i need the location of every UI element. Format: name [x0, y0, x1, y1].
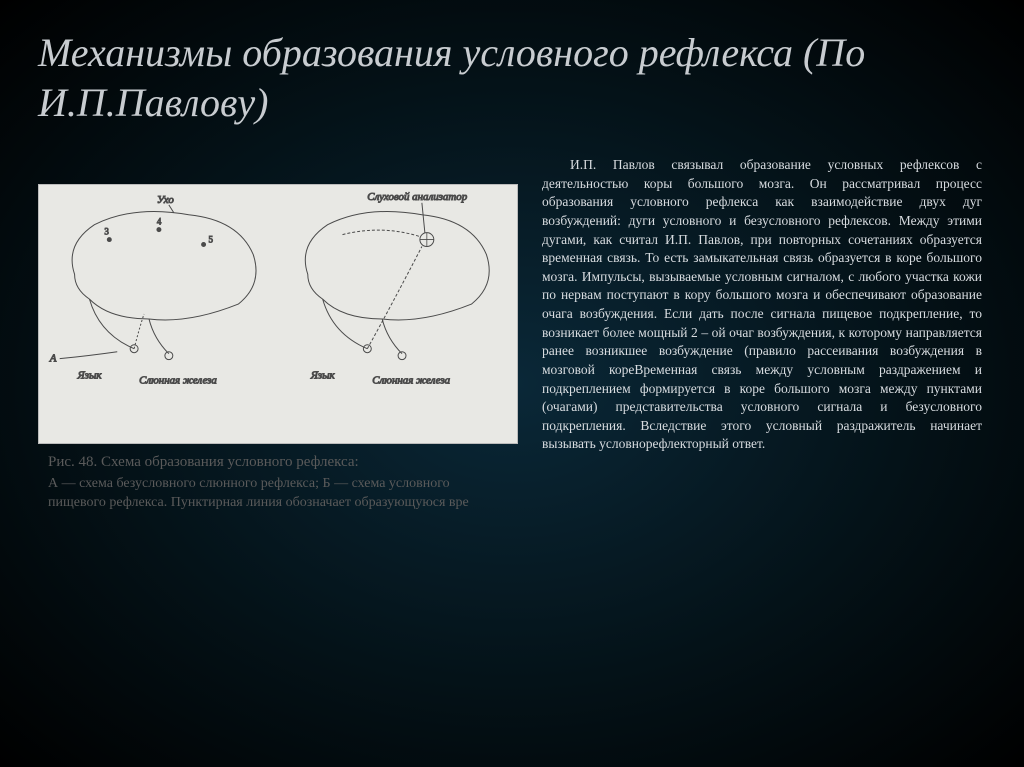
body-text: И.П. Павлов связывал образование условны… [542, 156, 986, 521]
label-yazyk-b: Язык [310, 370, 336, 382]
content-row: А Язык Слюнная железа 3 4 5 Ухо [38, 156, 986, 521]
figure-container: А Язык Слюнная железа 3 4 5 Ухо [38, 184, 518, 521]
label-ukho: Ухо [157, 194, 174, 206]
figure-caption-sub: А — схема безусловного слюнного рефлекса… [48, 475, 508, 513]
label-gland-b: Слюнная железа [372, 374, 450, 386]
figure-caption: Рис. 48. Схема образования условного реф… [38, 444, 518, 521]
figure-caption-title: Рис. 48. Схема образования условного реф… [48, 452, 508, 472]
svg-text:5: 5 [209, 235, 214, 245]
svg-text:3: 3 [104, 227, 109, 237]
svg-text:4: 4 [157, 217, 162, 227]
slide-title: Механизмы образования условного рефлекса… [38, 28, 986, 128]
label-analyzer: Слуховой анализатор [367, 191, 467, 203]
label-A: А [49, 353, 57, 365]
label-gland-a: Слюнная железа [139, 374, 217, 386]
body-paragraph: И.П. Павлов связывал образование условны… [542, 156, 982, 454]
diagram-box: А Язык Слюнная железа 3 4 5 Ухо [38, 184, 518, 444]
brain-diagram-svg: А Язык Слюнная железа 3 4 5 Ухо [39, 185, 517, 443]
label-yazyk-a: Язык [77, 370, 103, 382]
